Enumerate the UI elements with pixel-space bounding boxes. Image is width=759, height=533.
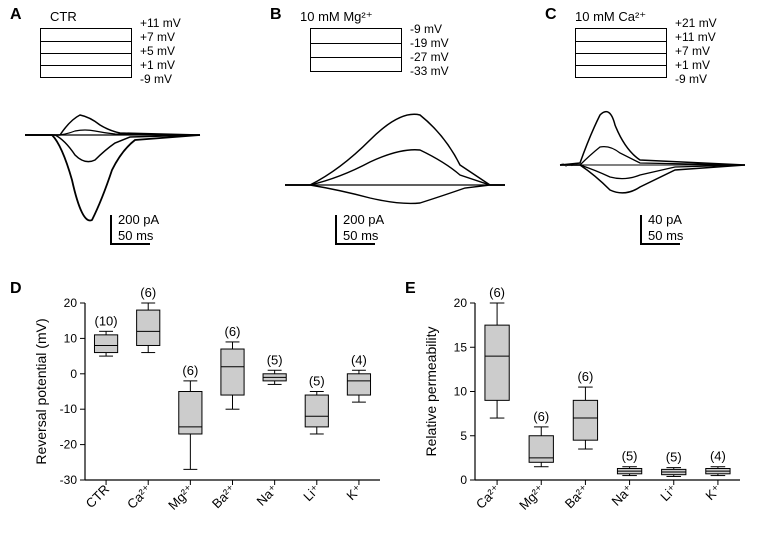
svg-text:20: 20	[64, 296, 78, 310]
svg-text:K⁺: K⁺	[343, 482, 365, 504]
svg-text:-20: -20	[60, 438, 78, 452]
svg-text:10: 10	[454, 385, 468, 399]
svg-text:(4): (4)	[710, 449, 726, 464]
svg-text:0: 0	[70, 367, 77, 381]
svg-text:(6): (6)	[489, 285, 505, 300]
panel-a-scale-current: 200 pA	[118, 212, 159, 227]
panel-b-v1: -19 mV	[410, 36, 449, 50]
panel-c-v3: +1 mV	[675, 58, 710, 72]
panel-c-v2: +7 mV	[675, 44, 710, 58]
svg-text:Ba²⁺: Ba²⁺	[209, 482, 239, 512]
panel-a-v4: -9 mV	[140, 72, 172, 86]
panel-b-v3: -33 mV	[410, 64, 449, 78]
svg-text:(5): (5)	[622, 449, 638, 464]
svg-text:(6): (6)	[225, 324, 241, 339]
panel-d-boxplot: -30 -20 -10 0 10 20 Reversal potential (mV) CTR…	[30, 285, 390, 530]
svg-text:Na⁺: Na⁺	[254, 482, 281, 509]
panel-a-protocol-box	[40, 28, 132, 78]
svg-text:Mg²⁺: Mg²⁺	[516, 482, 547, 513]
svg-text:(6): (6)	[140, 285, 156, 300]
panel-c-title: 10 mM Ca²⁺	[575, 9, 646, 25]
panel-a-scale-time: 50 ms	[118, 228, 153, 243]
panel-a-v3: +1 mV	[140, 58, 175, 72]
svg-text:(6): (6)	[533, 409, 549, 424]
panel-b-traces	[280, 90, 510, 240]
panel-c-protocol-box	[575, 28, 667, 78]
panel-a-v0: +11 mV	[140, 16, 181, 30]
svg-text:20: 20	[454, 296, 468, 310]
panel-b-protocol-box	[310, 28, 402, 72]
svg-text:Na⁺: Na⁺	[608, 482, 635, 509]
svg-text:(6): (6)	[577, 369, 593, 384]
svg-text:K⁺: K⁺	[702, 482, 724, 504]
svg-text:Reversal potential (mV): Reversal potential (mV)	[33, 318, 49, 464]
svg-text:(6): (6)	[182, 363, 198, 378]
panel-b-title: 10 mM Mg²⁺	[300, 9, 373, 25]
svg-text:-30: -30	[60, 473, 78, 487]
panel-a-title: CTR	[50, 9, 77, 24]
panel-b-scale-time: 50 ms	[343, 228, 378, 243]
panel-b-scale-current: 200 pA	[343, 212, 384, 227]
panel-c-v1: +11 mV	[675, 30, 716, 44]
svg-text:Ca²⁺: Ca²⁺	[124, 482, 154, 512]
svg-text:CTR: CTR	[83, 482, 112, 511]
panel-a-v1: +7 mV	[140, 30, 175, 44]
svg-text:0: 0	[460, 473, 467, 487]
panel-a-label: A	[10, 6, 22, 24]
svg-text:5: 5	[460, 429, 467, 443]
panel-d-label: D	[10, 280, 22, 298]
svg-text:Ca²⁺: Ca²⁺	[473, 482, 503, 512]
svg-text:(5): (5)	[666, 450, 682, 465]
svg-text:15: 15	[454, 340, 468, 354]
panel-c-label: C	[545, 6, 557, 24]
panel-c-v0: +21 mV	[675, 16, 717, 30]
svg-text:Ba²⁺: Ba²⁺	[562, 482, 592, 512]
svg-text:Mg²⁺: Mg²⁺	[165, 482, 196, 513]
panel-b-v0: -9 mV	[410, 22, 442, 36]
panel-c-scale-current: 40 pA	[648, 212, 682, 227]
panel-c-v4: -9 mV	[675, 72, 707, 86]
svg-text:(5): (5)	[267, 352, 283, 367]
svg-text:Li⁺: Li⁺	[657, 482, 680, 505]
svg-text:10: 10	[64, 331, 78, 345]
panel-e-boxplot: 0 5 10 15 20 Relative permeability Ca²⁺ (6) Mg²⁺…	[420, 285, 750, 530]
svg-text:Relative permeability: Relative permeability	[423, 327, 439, 457]
panel-b-label: B	[270, 6, 282, 24]
svg-text:Li⁺: Li⁺	[300, 482, 323, 505]
panel-e-label: E	[405, 280, 416, 298]
panel-a-v2: +5 mV	[140, 44, 175, 58]
panel-b-v2: -27 mV	[410, 50, 449, 64]
svg-text:(10): (10)	[95, 313, 118, 328]
svg-text:-10: -10	[60, 402, 78, 416]
panel-c-scale-time: 50 ms	[648, 228, 683, 243]
svg-text:(5): (5)	[309, 374, 325, 389]
svg-text:(4): (4)	[351, 352, 367, 367]
